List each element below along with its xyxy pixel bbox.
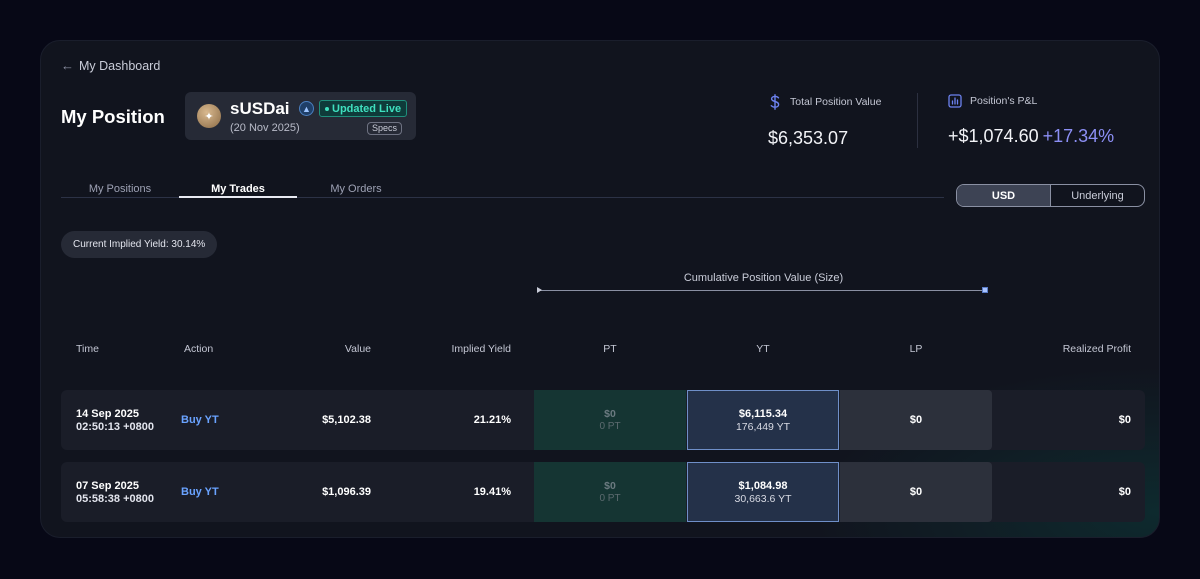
- live-dot-icon: [325, 106, 329, 111]
- trade-implied-yield: 21.21%: [473, 414, 511, 426]
- active-tab-indicator: [179, 196, 297, 198]
- chain-badge-icon: ▲: [299, 101, 314, 116]
- pt-units: 0 PT: [599, 493, 621, 504]
- table-row[interactable]: 07 Sep 2025 05:58:38 +0800 Buy YT $1,096…: [61, 462, 1145, 522]
- token-logo-icon: ✦: [197, 104, 221, 128]
- maturity-date: (20 Nov 2025): [230, 122, 300, 134]
- pnl-label: Position's P&L: [970, 95, 1038, 107]
- col-header-implied-yield: Implied Yield: [451, 343, 511, 355]
- cumulative-label: Cumulative Position Value (Size): [683, 272, 844, 284]
- realized-profit: $0: [1118, 486, 1131, 498]
- yt-cell: $1,084.98 30,663.6 YT: [687, 462, 839, 522]
- pnl-percent: +17.34%: [1042, 126, 1115, 146]
- implied-yield-pill: Current Implied Yield: 30.14%: [61, 231, 218, 258]
- arrow-left-icon: ←: [61, 58, 74, 73]
- live-badge-label: Updated Live: [332, 102, 402, 115]
- back-link[interactable]: ← My Dashboard: [61, 58, 160, 73]
- col-header-action: Action: [184, 343, 214, 355]
- toggle-usd[interactable]: USD: [957, 185, 1051, 206]
- total-position-value: $6,353.07: [768, 128, 849, 148]
- pnl-value: +$1,074.60: [948, 126, 1039, 146]
- yt-units: 30,663.6 YT: [734, 492, 792, 505]
- tabs-divider: [61, 197, 944, 198]
- col-header-realized-profit: Realized Profit: [1062, 343, 1131, 355]
- col-header-lp: LP: [909, 343, 923, 355]
- pt-usd: $0: [604, 480, 616, 492]
- toggle-underlying[interactable]: Underlying: [1071, 189, 1124, 202]
- yt-cell: $6,115.34 176,449 YT: [687, 390, 839, 450]
- pt-cell: $0 0 PT: [534, 390, 686, 450]
- dollar-icon: [770, 94, 780, 110]
- realized-profit: $0: [1118, 414, 1131, 426]
- specs-button[interactable]: Specs: [367, 122, 403, 135]
- currency-toggle: USD Underlying: [956, 184, 1145, 207]
- trade-action-link[interactable]: Buy YT: [181, 414, 219, 426]
- range-end-handle: [982, 287, 988, 293]
- trade-value: $1,096.39: [322, 486, 371, 498]
- cumulative-range-line: [538, 290, 986, 291]
- position-panel: ← My Dashboard My Position ✦ sUSDai ▲ Up…: [40, 40, 1160, 538]
- yt-units: 176,449 YT: [735, 420, 791, 433]
- col-header-time: Time: [76, 343, 99, 355]
- trade-date: 14 Sep 2025: [76, 408, 139, 420]
- pt-units: 0 PT: [599, 421, 621, 432]
- tab-my-orders[interactable]: My Orders: [330, 183, 382, 195]
- lp-cell: $0: [840, 462, 992, 522]
- col-header-yt: YT: [756, 343, 770, 355]
- table-row[interactable]: 14 Sep 2025 02:50:13 +0800 Buy YT $5,102…: [61, 390, 1145, 450]
- pt-cell: $0 0 PT: [534, 462, 686, 522]
- asset-card: ✦ sUSDai ▲ Updated Live (20 Nov 2025) Sp…: [185, 92, 416, 140]
- col-header-value: Value: [344, 343, 371, 355]
- trade-date: 07 Sep 2025: [76, 480, 139, 492]
- trade-action-link[interactable]: Buy YT: [181, 486, 219, 498]
- pnl-stat: Position's P&L +$1,074.60 +17.34%: [948, 94, 1114, 147]
- pt-usd: $0: [604, 408, 616, 420]
- tab-my-positions[interactable]: My Positions: [88, 183, 152, 195]
- yt-usd: $1,084.98: [738, 479, 788, 492]
- col-header-pt: PT: [603, 343, 617, 355]
- trade-time: 05:58:38 +0800: [76, 493, 154, 505]
- total-position-stat: Total Position Value $6,353.07: [768, 94, 881, 149]
- back-link-label: My Dashboard: [79, 58, 161, 73]
- trade-value: $5,102.38: [322, 414, 371, 426]
- asset-name: sUSDai: [230, 99, 290, 118]
- tab-my-trades[interactable]: My Trades: [211, 183, 265, 195]
- trade-time: 02:50:13 +0800: [76, 421, 154, 433]
- range-start-icon: [537, 287, 542, 293]
- bar-chart-icon: [948, 94, 962, 108]
- live-badge: Updated Live: [319, 100, 408, 117]
- trade-implied-yield: 19.41%: [473, 486, 511, 498]
- page-title: My Position: [61, 106, 165, 127]
- yt-usd: $6,115.34: [738, 407, 788, 420]
- stats-divider: [917, 93, 918, 148]
- total-position-label: Total Position Value: [790, 96, 882, 108]
- lp-cell: $0: [840, 390, 992, 450]
